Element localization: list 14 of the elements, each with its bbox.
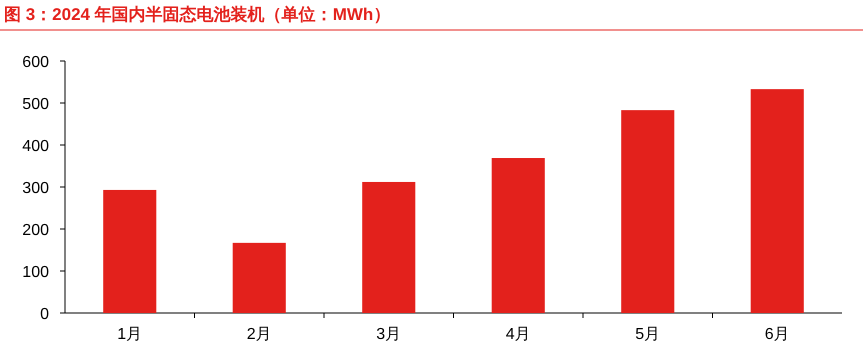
chart-title: 图 3：2024 年国内半固态电池装机（单位：MWh） — [4, 5, 390, 24]
y-tick-label: 400 — [22, 138, 50, 155]
y-tick-label: 0 — [40, 306, 50, 323]
x-tick-label: 3月 — [376, 326, 402, 343]
y-tick-label: 100 — [22, 264, 50, 281]
x-tick-label: 2月 — [246, 326, 272, 343]
x-tick-label: 5月 — [635, 326, 660, 343]
y-tick-label: 600 — [22, 54, 50, 71]
x-tick-label: 4月 — [506, 326, 531, 343]
y-tick-label: 300 — [22, 180, 50, 197]
y-tick-label: 200 — [22, 222, 50, 239]
x-tick-label: 6月 — [764, 326, 790, 343]
x-tick-label: 1月 — [117, 326, 142, 343]
y-tick-label: 500 — [22, 96, 50, 113]
